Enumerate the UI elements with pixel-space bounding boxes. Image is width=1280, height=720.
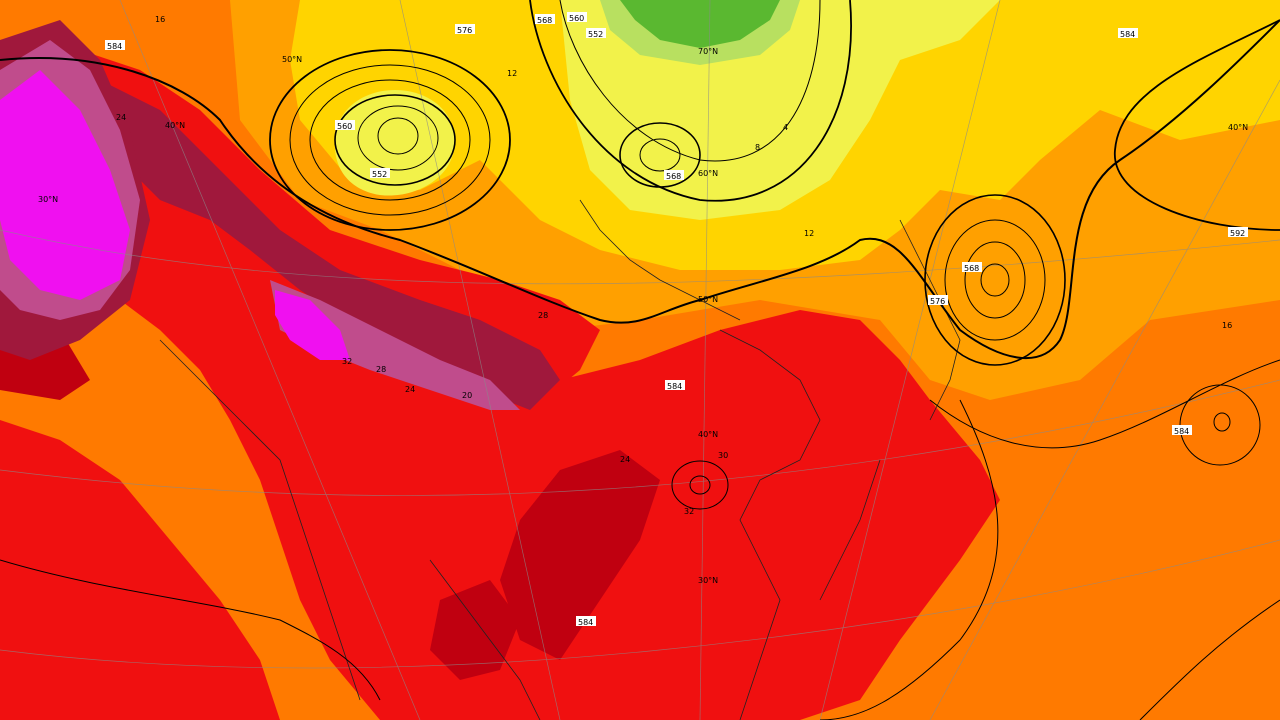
- svg-text:568: 568: [537, 16, 552, 25]
- temp-label: 30: [718, 451, 728, 460]
- field-magenta-2: [275, 290, 350, 360]
- lat-label: 50°N: [698, 295, 718, 304]
- temp-label: 16: [1222, 321, 1232, 330]
- temp-label: 32: [342, 357, 352, 366]
- contour-label: 592: [1228, 227, 1248, 238]
- lat-label: 30°N: [698, 576, 718, 585]
- svg-text:592: 592: [1230, 229, 1245, 238]
- field-red-dark-1: [500, 450, 660, 660]
- svg-text:560: 560: [569, 14, 584, 23]
- contour-label: 584: [576, 616, 596, 627]
- temp-label: 4: [783, 123, 788, 132]
- latitude-labels: 50°N 40°N 30°N 50°N 40°N 30°N 60°N 70°N …: [38, 47, 1248, 585]
- contour-label: 584: [1118, 28, 1138, 39]
- temp-label: 8: [755, 143, 760, 152]
- contour-label: 560: [567, 12, 587, 23]
- svg-text:568: 568: [666, 172, 681, 181]
- field-magenta: [0, 70, 130, 300]
- temp-label: 12: [804, 229, 814, 238]
- svg-text:552: 552: [588, 30, 603, 39]
- svg-text:552: 552: [372, 170, 387, 179]
- lat-label: 50°N: [282, 55, 302, 64]
- field-green: [620, 0, 780, 48]
- contour-label: 584: [1172, 425, 1192, 436]
- temp-label: 16: [155, 15, 165, 24]
- svg-text:584: 584: [1120, 30, 1135, 39]
- contour-label: 568: [535, 14, 555, 25]
- lat-label: 60°N: [698, 169, 718, 178]
- svg-text:576: 576: [457, 26, 472, 35]
- temp-label: 24: [405, 385, 415, 394]
- field-mauve-2: [270, 280, 520, 410]
- svg-text:576: 576: [930, 297, 945, 306]
- temp-label: 12: [507, 69, 517, 78]
- contour-label: 568: [664, 170, 684, 181]
- field-red-dark-3: [430, 580, 520, 680]
- temp-label: 32: [684, 507, 694, 516]
- field-red-southwest: [0, 420, 280, 720]
- lat-label: 40°N: [1228, 123, 1248, 132]
- temp-label: 20: [462, 391, 472, 400]
- contour-label: 576: [455, 24, 475, 35]
- temp-label: 28: [538, 311, 548, 320]
- contour-label: 552: [370, 168, 390, 179]
- temp-label: 28: [376, 365, 386, 374]
- lat-label: 30°N: [38, 195, 58, 204]
- temp-label: 24: [116, 113, 126, 122]
- contour-label: 576: [928, 295, 948, 306]
- lat-label: 40°N: [698, 430, 718, 439]
- contour-label: 552: [586, 28, 606, 39]
- temperature-labels: 16 20 24 28 30 32 12 8 4 12 24 28 24 32 …: [116, 15, 1232, 516]
- svg-text:568: 568: [964, 264, 979, 273]
- svg-text:584: 584: [1174, 427, 1189, 436]
- field-maroon: [100, 80, 560, 410]
- contour-label: 560: [335, 120, 355, 131]
- contour-label: 584: [105, 40, 125, 51]
- lat-label: 40°N: [165, 121, 185, 130]
- coastlines: [159, 199, 961, 720]
- svg-text:584: 584: [578, 618, 593, 627]
- contour-labels: 584 576 568 560 552 592 584 576 568 584 …: [105, 12, 1248, 627]
- svg-text:560: 560: [337, 122, 352, 131]
- temp-label: 24: [620, 455, 630, 464]
- svg-text:584: 584: [107, 42, 122, 51]
- contour-label: 584: [665, 380, 685, 391]
- contour-label: 568: [962, 262, 982, 273]
- lat-label: 70°N: [698, 47, 718, 56]
- field-yellow-light-2: [334, 90, 455, 196]
- svg-text:584: 584: [667, 382, 682, 391]
